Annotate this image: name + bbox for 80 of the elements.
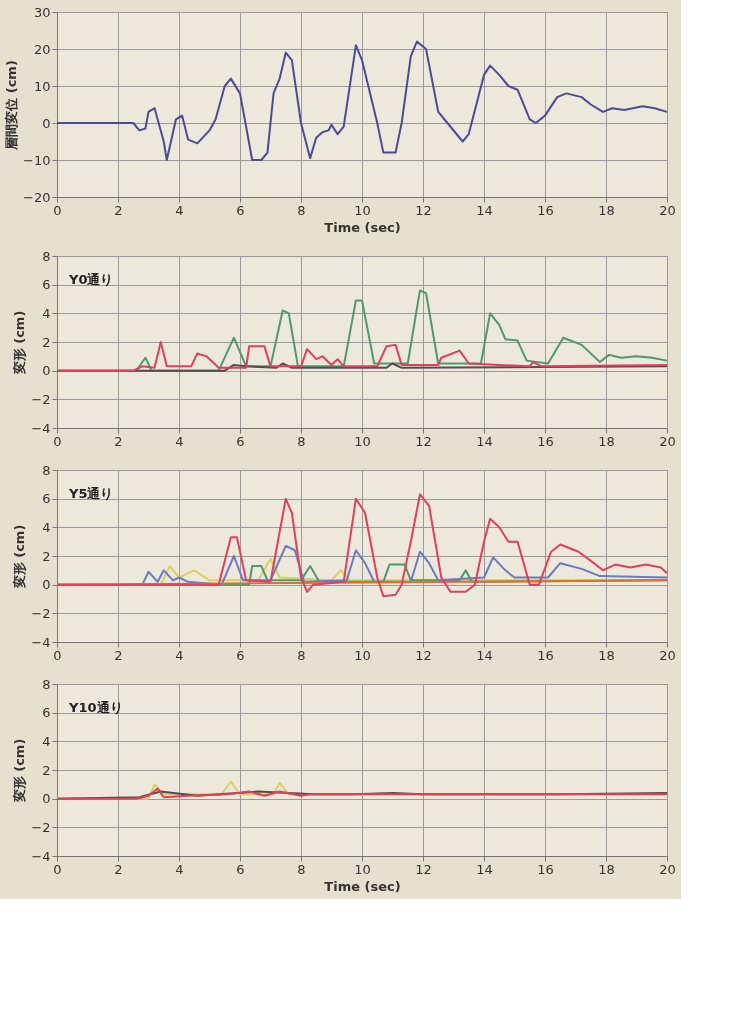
x-tick-label: 14 bbox=[476, 202, 493, 218]
y-tick-label: 4 bbox=[42, 305, 51, 321]
annotation: Y10通り bbox=[68, 700, 123, 715]
y-tick-label: 20 bbox=[33, 41, 51, 57]
x-tick-label: 4 bbox=[175, 202, 184, 218]
x-tick-label: 16 bbox=[537, 647, 554, 663]
y-tick-label: 4 bbox=[42, 519, 51, 535]
x-tick-label: 10 bbox=[354, 861, 371, 877]
y-tick-label: −4 bbox=[31, 634, 51, 650]
x-tick-label: 10 bbox=[354, 433, 371, 449]
y-tick-label: −4 bbox=[31, 420, 51, 436]
y-tick-label: 6 bbox=[42, 491, 51, 507]
x-tick-label: 20 bbox=[659, 202, 676, 218]
x-tick-label: 2 bbox=[114, 647, 123, 663]
x-tick-label: 12 bbox=[415, 861, 432, 877]
x-tick-label: 16 bbox=[537, 861, 554, 877]
x-tick-label: 18 bbox=[598, 647, 615, 663]
x-tick-label: 20 bbox=[659, 647, 676, 663]
x-tick-label: 4 bbox=[175, 861, 184, 877]
x-tick-label: 10 bbox=[354, 202, 371, 218]
x-tick-label: 8 bbox=[297, 202, 306, 218]
y-tick-label: −4 bbox=[31, 848, 51, 864]
x-tick-label: 6 bbox=[236, 647, 245, 663]
x-tick-label: 10 bbox=[354, 647, 371, 663]
x-tick-label: 18 bbox=[598, 202, 615, 218]
x-tick-label: 2 bbox=[114, 861, 123, 877]
x-tick-label: 0 bbox=[53, 647, 62, 663]
y-tick-label: −10 bbox=[23, 152, 51, 168]
y-axis-title: 変形 (cm) bbox=[12, 738, 28, 804]
x-tick-label: 20 bbox=[659, 861, 676, 877]
x-tick-label: 6 bbox=[236, 433, 245, 449]
y-tick-label: 0 bbox=[42, 577, 51, 593]
y-tick-label: 8 bbox=[42, 462, 51, 478]
x-tick-label: 0 bbox=[53, 861, 62, 877]
y-tick-label: 0 bbox=[42, 791, 51, 807]
y-tick-label: −2 bbox=[31, 391, 51, 407]
x-tick-label: 2 bbox=[114, 433, 123, 449]
y-tick-label: 30 bbox=[33, 4, 51, 20]
annotation: Y0通り bbox=[68, 272, 114, 287]
y-axis-title: 層間変位 (cm) bbox=[4, 60, 20, 151]
x-axis-title: Time (sec) bbox=[324, 219, 401, 235]
x-tick-label: 8 bbox=[297, 861, 306, 877]
x-tick-label: 2 bbox=[114, 202, 123, 218]
y-tick-label: 6 bbox=[42, 705, 51, 721]
x-tick-label: 12 bbox=[415, 202, 432, 218]
y-tick-label: 6 bbox=[42, 277, 51, 293]
x-tick-label: 20 bbox=[659, 433, 676, 449]
x-tick-label: 12 bbox=[415, 433, 432, 449]
x-tick-label: 14 bbox=[476, 647, 493, 663]
x-tick-label: 0 bbox=[53, 202, 62, 218]
x-tick-label: 8 bbox=[297, 647, 306, 663]
x-tick-label: 14 bbox=[476, 433, 493, 449]
y-tick-label: 4 bbox=[42, 733, 51, 749]
y-tick-label: −20 bbox=[23, 189, 51, 205]
y-tick-label: 2 bbox=[42, 548, 51, 564]
x-tick-label: 18 bbox=[598, 861, 615, 877]
x-tick-label: 8 bbox=[297, 433, 306, 449]
x-tick-label: 0 bbox=[53, 433, 62, 449]
x-tick-label: 6 bbox=[236, 202, 245, 218]
y-tick-label: 8 bbox=[42, 248, 51, 264]
y-tick-label: 2 bbox=[42, 762, 51, 778]
annotation: Y5通り bbox=[68, 486, 114, 501]
x-tick-label: 4 bbox=[175, 647, 184, 663]
y-tick-label: 0 bbox=[42, 363, 51, 379]
x-tick-label: 14 bbox=[476, 861, 493, 877]
x-tick-label: 6 bbox=[236, 861, 245, 877]
y-tick-label: 0 bbox=[42, 115, 51, 131]
y-tick-label: 8 bbox=[42, 676, 51, 692]
x-tick-label: 16 bbox=[537, 202, 554, 218]
y-axis-title: 変形 (cm) bbox=[12, 524, 28, 590]
y-tick-label: −2 bbox=[31, 819, 51, 835]
y-tick-label: 10 bbox=[33, 78, 51, 94]
x-axis-title: Time (sec) bbox=[324, 878, 401, 894]
x-tick-label: 16 bbox=[537, 433, 554, 449]
y-axis-title: 変形 (cm) bbox=[12, 310, 28, 376]
x-tick-label: 12 bbox=[415, 647, 432, 663]
x-tick-label: 18 bbox=[598, 433, 615, 449]
y-tick-label: 2 bbox=[42, 334, 51, 350]
y-tick-label: −2 bbox=[31, 605, 51, 621]
x-tick-label: 4 bbox=[175, 433, 184, 449]
